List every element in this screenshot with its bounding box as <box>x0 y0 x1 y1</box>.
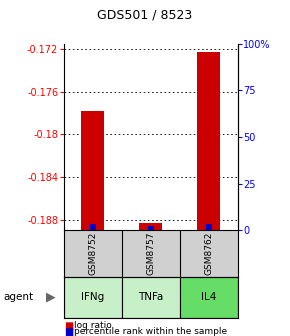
Text: GDS501 / 8523: GDS501 / 8523 <box>97 8 193 22</box>
Bar <box>206 224 212 230</box>
Text: GSM8762: GSM8762 <box>204 232 213 276</box>
Text: ■: ■ <box>64 321 73 331</box>
Text: GSM8757: GSM8757 <box>146 232 155 276</box>
Text: TNFa: TNFa <box>138 292 164 302</box>
Bar <box>122 277 180 318</box>
Text: log ratio: log ratio <box>74 322 112 330</box>
Bar <box>197 52 220 230</box>
Bar <box>81 111 104 230</box>
Bar <box>64 277 122 318</box>
Bar <box>139 223 162 230</box>
Bar <box>90 224 96 230</box>
Text: percentile rank within the sample: percentile rank within the sample <box>74 328 227 336</box>
Text: agent: agent <box>3 292 33 302</box>
Bar <box>180 277 238 318</box>
Text: IL4: IL4 <box>201 292 217 302</box>
Text: IFNg: IFNg <box>81 292 104 302</box>
Bar <box>148 226 154 230</box>
Text: GSM8752: GSM8752 <box>88 232 97 276</box>
Text: ▶: ▶ <box>46 291 56 304</box>
Text: ■: ■ <box>64 327 73 336</box>
